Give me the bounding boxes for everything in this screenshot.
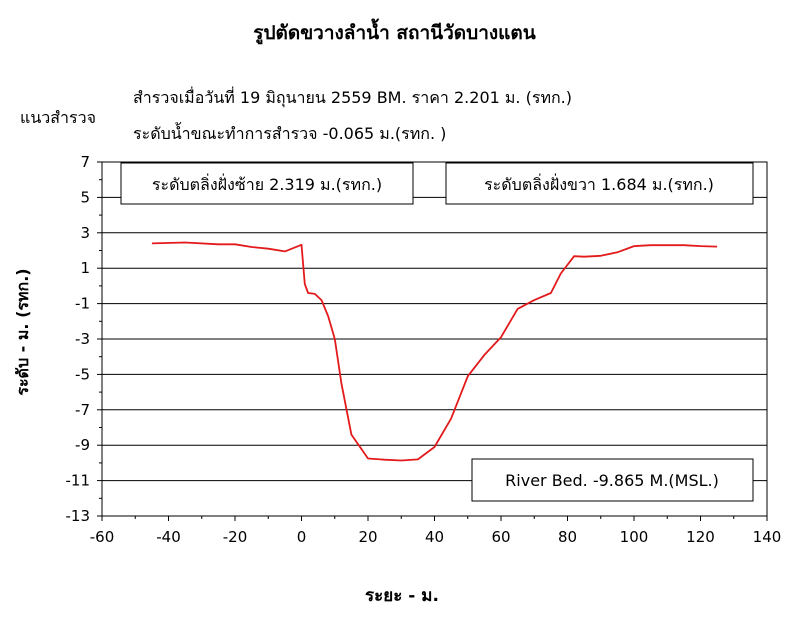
section-label: แนวสำรวจ — [20, 108, 96, 127]
y-tick-label: -3 — [75, 330, 90, 348]
y-axis-title: ระดับ - ม. (รทก.) — [13, 268, 32, 395]
survey-date-line: สำรวจเมื่อวันที่ 19 มิถุนายน 2559 BM. รา… — [133, 88, 572, 107]
chart-title: รูปตัดขวางลำน้ำ สถานีวัดบางแตน — [253, 22, 536, 44]
x-tick-label: 60 — [491, 528, 510, 546]
y-tick-labels: 7 5 3 1 -1 -3 -5 -7 -9 -11 -13 — [66, 153, 91, 525]
left-bank-label: ระดับตลิ่งฝั่งซ้าย 2.319 ม.(รทก.) — [152, 173, 382, 194]
x-tick-label: -40 — [156, 528, 181, 546]
x-tick-label: -60 — [90, 528, 115, 546]
y-tick-label: -11 — [66, 472, 91, 490]
x-tick-label: 120 — [686, 528, 715, 546]
y-tick-label: -9 — [75, 436, 90, 454]
y-tick-label: 1 — [80, 259, 90, 277]
series-layer — [151, 241, 718, 462]
x-tick-label: 140 — [753, 528, 782, 546]
y-tick-label: -7 — [75, 401, 90, 419]
left-bank-box — [120, 162, 414, 205]
y-tick-label: -1 — [75, 295, 90, 313]
x-tick-label: -20 — [223, 528, 248, 546]
y-tick-label: -13 — [66, 507, 91, 525]
x-tick-label: 20 — [358, 528, 377, 546]
y-tick-label: 5 — [80, 188, 90, 206]
x-tick-labels: -60 -40 -20 0 20 40 60 80 100 120 140 — [90, 528, 782, 546]
river-bed-label: River Bed. -9.865 M.(MSL.) — [505, 471, 719, 490]
y-tick-label: 7 — [80, 153, 90, 171]
x-axis-title: ระยะ - ม. — [365, 586, 439, 606]
grid-lines — [102, 196, 767, 482]
river-bed-box — [471, 458, 754, 502]
x-tick-label: 0 — [297, 528, 307, 546]
x-tick-label: 40 — [425, 528, 444, 546]
ticks — [97, 161, 768, 521]
water-level-line: ระดับน้ำขณะทำการสำรวจ -0.065 ม.(รทก. ) — [133, 124, 447, 143]
right-bank-box — [445, 162, 754, 205]
cross-section-line — [151, 241, 718, 462]
x-tick-label: 80 — [558, 528, 577, 546]
y-tick-label: 3 — [80, 224, 90, 242]
y-tick-label: -5 — [75, 365, 90, 383]
x-tick-label: 100 — [620, 528, 649, 546]
right-bank-label: ระดับตลิ่งฝั่งขวา 1.684 ม.(รทก.) — [484, 173, 714, 194]
